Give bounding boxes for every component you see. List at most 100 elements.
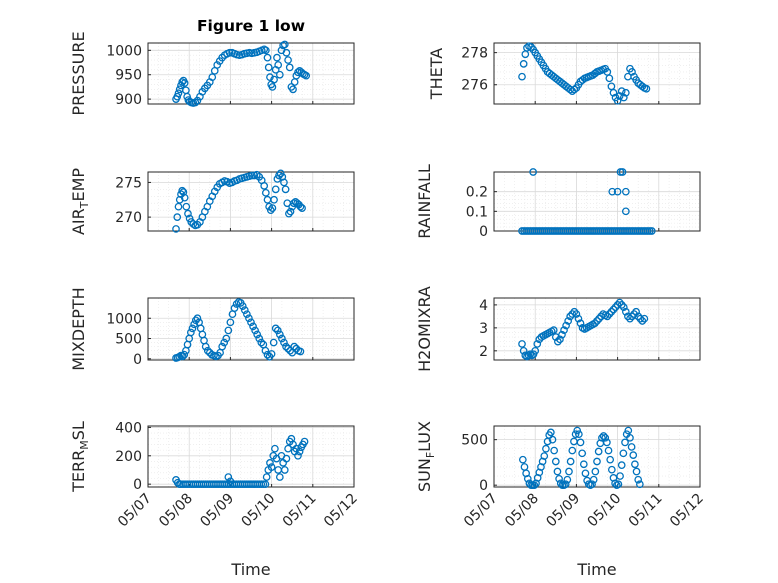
data-point — [627, 443, 636, 451]
x-tick-label: 05/12 — [321, 491, 361, 531]
y-tick-label: 2 — [479, 344, 488, 360]
data-point — [266, 459, 274, 467]
subplot-air-temp: 270 275 AIRTEMP — [69, 168, 355, 235]
data-point — [182, 202, 191, 211]
subplot-h2omixra: 2 3 4 H2OMIXRA — [415, 286, 701, 372]
subplot-mixdepth: 0 500 1000 MIXDEPTH — [69, 287, 355, 371]
data-point — [284, 444, 292, 453]
y-tick-label: 200 — [115, 449, 142, 465]
x-tick-label: 05/08 — [156, 491, 196, 531]
data-point — [621, 88, 630, 97]
data-point — [635, 480, 644, 489]
data-point — [558, 330, 566, 339]
data-point — [260, 182, 269, 190]
data-point — [191, 98, 200, 107]
data-point — [190, 320, 198, 329]
x-tick-label: 05/07 — [461, 491, 501, 531]
data-point — [547, 428, 555, 437]
data-point — [268, 83, 277, 91]
data-point — [262, 473, 271, 481]
data-point — [282, 342, 290, 351]
data-point — [526, 350, 535, 359]
data-point — [224, 473, 233, 481]
y-tick-label: 500 — [461, 433, 488, 449]
y-axis-label: H2OMIXRA — [415, 286, 434, 372]
series-mixdepth — [172, 298, 305, 362]
data-point — [568, 310, 577, 318]
x-tick-label: 05/10 — [585, 491, 625, 531]
data-point — [588, 480, 596, 489]
data-point — [634, 475, 643, 484]
data-point — [617, 461, 626, 469]
data-point — [518, 72, 526, 81]
data-point — [608, 187, 617, 196]
axes-box — [493, 425, 701, 488]
data-point — [576, 438, 585, 447]
data-point — [554, 337, 562, 346]
data-point — [178, 352, 187, 361]
data-point — [549, 326, 558, 334]
data-point — [579, 460, 588, 469]
data-point — [560, 326, 568, 334]
data-point — [280, 178, 288, 187]
data-point — [529, 168, 537, 176]
x-tick-label: 05/08 — [502, 491, 542, 531]
y-tick-label: 900 — [115, 92, 142, 108]
data-point — [605, 310, 614, 318]
data-point — [295, 447, 304, 456]
y-tick-label: 1000 — [106, 43, 142, 59]
series-rainfall — [518, 168, 656, 235]
data-point — [274, 61, 283, 69]
data-point — [230, 304, 239, 312]
data-point — [621, 438, 629, 447]
data-point — [565, 467, 573, 476]
data-point — [640, 314, 649, 323]
data-point — [251, 326, 259, 335]
data-point — [647, 227, 656, 235]
data-point — [568, 446, 577, 455]
data-point — [561, 480, 570, 489]
data-point — [226, 318, 235, 327]
data-point — [607, 307, 616, 316]
data-point — [621, 307, 630, 316]
data-point — [628, 68, 636, 76]
data-point — [621, 207, 630, 216]
data-point — [255, 334, 264, 343]
data-point — [621, 187, 630, 196]
y-tick-label: 0.1 — [466, 204, 488, 220]
data-point — [263, 53, 272, 62]
data-point — [180, 79, 189, 87]
data-point — [519, 346, 528, 355]
data-point — [575, 430, 583, 439]
y-tick-label: 276 — [461, 78, 488, 94]
data-point — [247, 171, 256, 180]
y-tick-label: 0 — [479, 224, 488, 240]
y-axis-label: RAINFALL — [415, 164, 434, 239]
y-axis-label: THETA — [427, 48, 446, 100]
plot-area — [494, 172, 700, 231]
series-terr-msl — [172, 434, 309, 489]
axes-box — [493, 42, 701, 105]
data-point — [595, 314, 603, 323]
data-point — [571, 430, 580, 439]
y-tick-label: 0 — [133, 477, 142, 493]
grid — [493, 298, 701, 360]
x-tick-label: 05/12 — [667, 491, 707, 531]
subplot-theta: 276 278 THETA — [427, 42, 701, 105]
data-point — [261, 188, 270, 197]
y-tick-label: 1000 — [106, 311, 142, 327]
data-point — [224, 326, 233, 335]
y-axis-label: MIXDEPTH — [69, 287, 88, 370]
data-point — [184, 209, 192, 218]
data-point — [626, 314, 634, 323]
data-point — [556, 335, 564, 344]
data-point — [280, 338, 288, 347]
series-h2omixra — [518, 298, 649, 361]
y-tick-label: 400 — [115, 420, 142, 436]
data-point — [186, 328, 195, 337]
data-point — [593, 317, 601, 325]
data-point — [175, 352, 184, 361]
data-point — [601, 433, 610, 442]
subplot-rainfall: 0 0.1 0.2 RAINFALL — [415, 164, 701, 240]
